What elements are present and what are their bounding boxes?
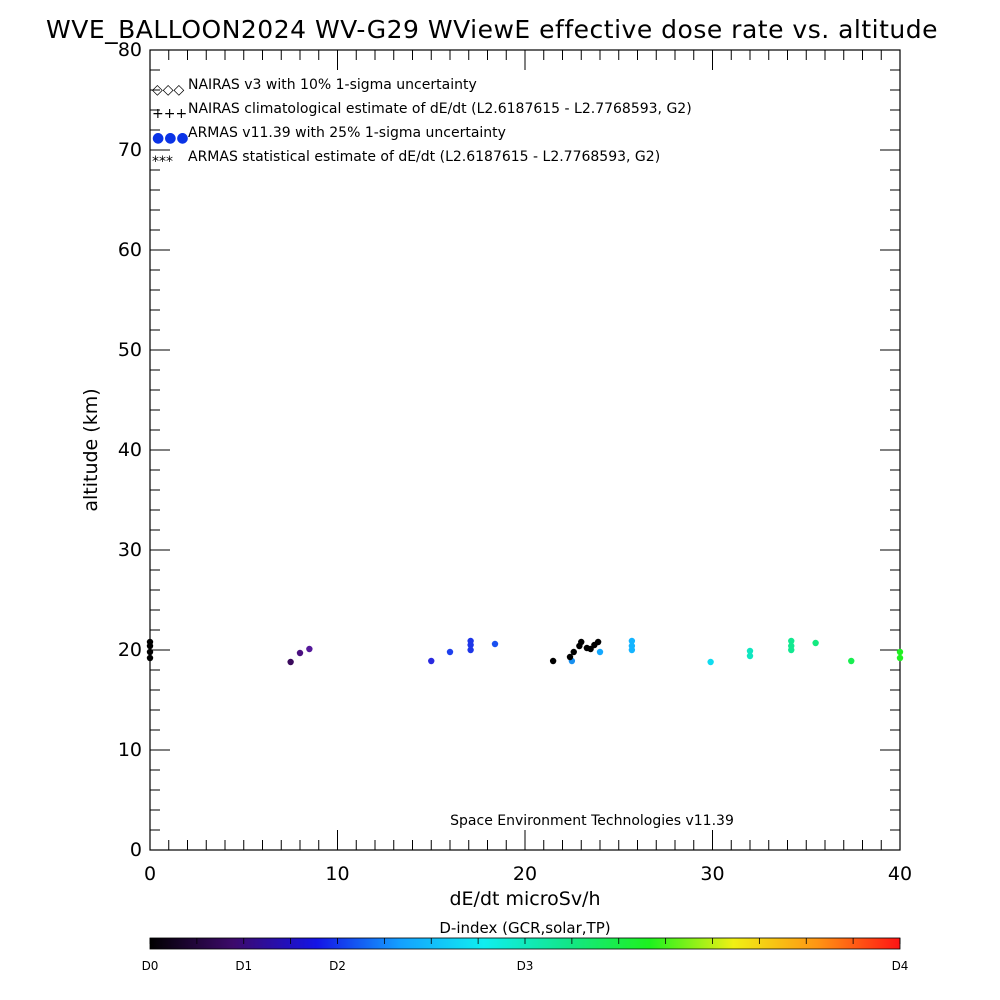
armas-point bbox=[628, 642, 636, 650]
colorbar-title: D-index (GCR,solar,TP) bbox=[439, 919, 610, 937]
colorbar-label: D1 bbox=[235, 959, 252, 973]
armas-point bbox=[848, 657, 855, 665]
armas-point bbox=[467, 646, 474, 654]
colorbar-label: D4 bbox=[892, 959, 909, 973]
armas-point bbox=[628, 637, 636, 645]
armas-point bbox=[467, 637, 474, 645]
y-tick-label: 60 bbox=[118, 239, 142, 261]
legend-symbol: ◇◇◇ bbox=[152, 82, 185, 98]
armas-statistical-point bbox=[587, 645, 594, 653]
y-tick-label: 30 bbox=[118, 539, 142, 561]
x-tick-label: 40 bbox=[888, 863, 912, 885]
colorbar-ticks bbox=[149, 938, 901, 944]
colorbar-label: D2 bbox=[329, 959, 346, 973]
armas-statistical-point bbox=[549, 657, 557, 665]
armas-point bbox=[146, 654, 154, 662]
armas-point bbox=[146, 648, 154, 656]
armas-point bbox=[428, 657, 435, 665]
legend-symbol: +++ bbox=[152, 106, 187, 122]
x-tick-label: 10 bbox=[325, 863, 349, 885]
armas-point bbox=[287, 658, 294, 666]
armas-point bbox=[896, 648, 904, 656]
x-tick-label: 30 bbox=[700, 863, 724, 885]
y-tick-label: 80 bbox=[118, 39, 142, 61]
armas-point bbox=[812, 639, 819, 647]
legend: ◇◇◇ NAIRAS v3 with 10% 1-sigma uncertaint… bbox=[152, 77, 692, 170]
armas-point bbox=[446, 648, 454, 656]
x-tick-label: 0 bbox=[144, 863, 156, 885]
armas-point bbox=[788, 642, 795, 650]
colorbar-labels: D0 D1 D2 D3 D4 bbox=[142, 959, 909, 973]
y-tick-label: 10 bbox=[118, 739, 142, 761]
armas-point bbox=[707, 658, 714, 666]
chart-title: WVE_BALLOON2024 WV-G29 WViewE effective … bbox=[46, 15, 938, 44]
armas-statistical-point bbox=[594, 638, 602, 646]
y-tick-label: 50 bbox=[118, 339, 142, 361]
axis-ticks bbox=[149, 49, 901, 851]
armas-point bbox=[306, 645, 313, 653]
legend-label: NAIRAS climatological estimate of dE/dt … bbox=[188, 101, 692, 117]
legend-label: ARMAS statistical estimate of dE/dt (L2.… bbox=[188, 149, 660, 165]
plot-frame bbox=[149, 49, 901, 851]
legend-label: ARMAS v11.39 with 25% 1-sigma uncertaint… bbox=[188, 125, 506, 141]
credit-text: Space Environment Technologies v11.39 bbox=[450, 813, 734, 829]
colorbar-label: D3 bbox=[517, 959, 534, 973]
legend-symbol: ●●● bbox=[152, 130, 189, 146]
armas-statistical-point bbox=[578, 638, 585, 646]
x-tick-label: 20 bbox=[513, 863, 537, 885]
armas-point bbox=[746, 652, 754, 660]
x-axis-label: dE/dt microSv/h bbox=[449, 888, 600, 910]
legend-label: NAIRAS v3 with 10% 1-sigma uncertainty bbox=[188, 77, 477, 93]
armas-point bbox=[596, 648, 604, 656]
armas-point bbox=[296, 649, 304, 657]
y-tick-label: 20 bbox=[118, 639, 142, 661]
y-tick-label: 70 bbox=[118, 139, 142, 161]
colorbar-label: D0 bbox=[142, 959, 159, 973]
armas-point bbox=[788, 637, 795, 645]
armas-point bbox=[491, 640, 499, 648]
y-tick-label: 0 bbox=[130, 839, 142, 861]
armas-point bbox=[746, 647, 754, 655]
armas-point bbox=[146, 638, 154, 646]
legend-symbol: *** bbox=[152, 154, 173, 170]
armas-statistical-point bbox=[570, 648, 577, 656]
axis-tick-labels: 0 10 20 30 40 0 10 20 30 40 50 60 70 80 bbox=[118, 39, 912, 885]
y-tick-label: 40 bbox=[118, 439, 142, 461]
y-axis-label: altitude (km) bbox=[80, 388, 102, 511]
data-points bbox=[146, 637, 904, 666]
armas-statistical-point bbox=[566, 653, 574, 661]
armas-point bbox=[896, 654, 904, 662]
